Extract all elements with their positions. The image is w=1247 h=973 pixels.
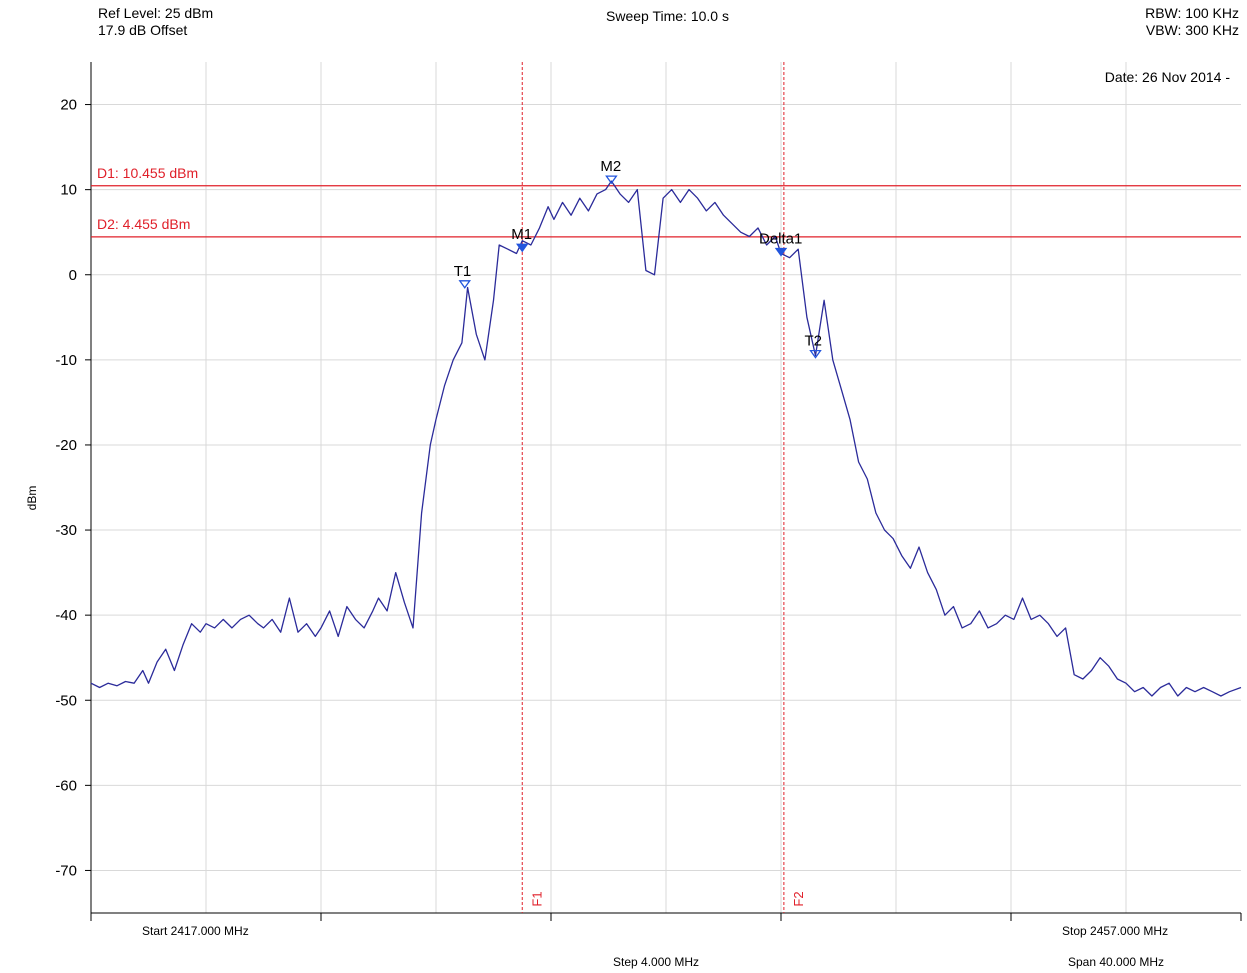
marker-triangle <box>774 247 788 257</box>
marker-label: M1 <box>511 226 532 243</box>
sweep-time-text: Sweep Time: 10.0 s <box>606 8 729 24</box>
y-tick-label: -50 <box>55 692 77 709</box>
marker-triangle <box>809 349 822 359</box>
ref-level-block: Ref Level: 25 dBm 17.9 dB Offset <box>98 5 213 39</box>
y-tick-label: -40 <box>55 607 77 624</box>
y-tick-label: -70 <box>55 862 77 879</box>
step-label: Step 4.000 MHz <box>613 955 700 969</box>
y-axis-label: dBm <box>25 486 39 511</box>
y-tick-label: 0 <box>69 267 77 284</box>
spectrum-trace <box>90 180 1242 697</box>
marker-triangle <box>515 243 529 253</box>
marker-triangle <box>605 175 618 185</box>
y-tick-label: -20 <box>55 437 77 454</box>
span-label: Span 40.000 MHz <box>1068 955 1165 969</box>
y-tick-label: -30 <box>55 522 77 539</box>
start-freq-label: Start 2417.000 MHz <box>142 924 249 938</box>
marker-label: T1 <box>454 263 472 280</box>
freq-line-label: F2 <box>791 891 806 906</box>
offset-text: 17.9 dB Offset <box>98 22 188 38</box>
y-tick-label: 10 <box>60 182 77 199</box>
ref-line-label: D1: 10.455 dBm <box>97 165 198 181</box>
marker-label: Delta1 <box>759 230 802 247</box>
marker-label: T2 <box>805 333 823 350</box>
stop-freq-label: Stop 2457.000 MHz <box>1062 924 1169 938</box>
y-tick-label: -10 <box>55 352 77 369</box>
y-tick-label: 20 <box>60 97 77 114</box>
marker-triangle <box>458 280 472 289</box>
rbw-text: RBW: 100 KHz <box>1145 5 1239 21</box>
date-label: Date: 26 Nov 2014 - <box>1105 69 1231 85</box>
bandwidth-block: RBW: 100 KHz VBW: 300 KHz <box>1145 5 1239 39</box>
y-tick-label: -60 <box>55 777 77 794</box>
ref-level-text: Ref Level: 25 dBm <box>98 5 214 21</box>
vbw-text: VBW: 300 KHz <box>1145 22 1239 38</box>
marker-label: M2 <box>600 158 621 175</box>
freq-line-label: F1 <box>529 891 544 906</box>
ref-line-label: D2: 4.455 dBm <box>97 216 190 232</box>
